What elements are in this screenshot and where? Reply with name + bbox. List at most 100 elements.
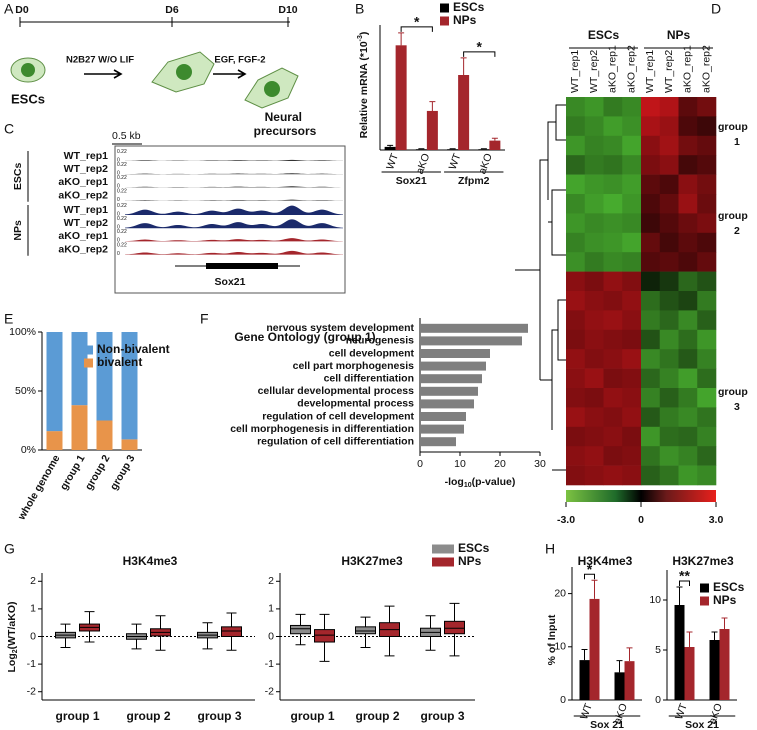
heatmap-cell <box>678 407 698 428</box>
track-max: 0.22 <box>117 216 127 222</box>
heatmap-cell <box>678 174 698 195</box>
column-label: WT_rep1 <box>569 50 581 93</box>
heatmap-cell <box>641 446 661 466</box>
significance-mark: ** <box>679 568 690 584</box>
category-label: cell differentiation <box>324 372 414 384</box>
track-min: 0 <box>117 157 120 163</box>
heatmap-cell <box>566 155 586 175</box>
bar <box>624 661 635 700</box>
heatmap-cell <box>584 135 604 156</box>
heatmap-cell <box>678 155 698 175</box>
heatmap-cell <box>641 349 661 369</box>
legend-label: NPs <box>453 13 477 27</box>
legend-swatch <box>700 596 709 606</box>
heatmap-cell <box>566 135 586 156</box>
axis-label: Relative mRNA (*10-3) <box>357 32 370 139</box>
heatmap-cell <box>678 446 698 466</box>
heatmap-cell <box>622 194 642 214</box>
coverage-track <box>125 205 343 215</box>
heatmap-cell <box>622 388 642 408</box>
scale-label: 0.5 kb <box>112 130 141 142</box>
heatmap-cell <box>641 426 661 447</box>
heatmap-cell <box>697 271 717 292</box>
track-name: aKO_rep2 <box>58 243 108 255</box>
column-label: aKO_rep1 <box>607 45 619 93</box>
bar <box>614 672 625 700</box>
error-bar <box>616 660 623 673</box>
track-max: 0.22 <box>117 203 127 209</box>
significance-bracket <box>679 580 690 586</box>
heatmap-cell <box>678 194 698 214</box>
heatmap-cell <box>584 252 604 272</box>
track-min: 0 <box>117 238 120 244</box>
cell-label: Neural precursors <box>254 110 317 138</box>
column-group-label: NPs <box>667 28 691 42</box>
panel-a: D0 D6 D10 ESCs N2B27 W/O LIF EGF, FGF-2 … <box>10 4 317 138</box>
heatmap-cell <box>566 291 586 311</box>
heatmap-cell <box>584 213 604 234</box>
condition-label: NPs <box>12 220 24 241</box>
x-tick-label: group 1 <box>56 709 100 723</box>
heatmap-cell <box>659 232 679 253</box>
legend-label: ESCs <box>458 541 490 555</box>
track-max: 0.22 <box>117 149 127 155</box>
heatmap-cell <box>622 213 642 234</box>
bar <box>395 45 407 150</box>
y-tick-label: 20 <box>554 587 566 599</box>
heatmap-cell <box>622 135 642 156</box>
column-label: WT_rep2 <box>663 50 675 93</box>
category-label: cell development <box>329 347 415 359</box>
heatmap-cell <box>584 194 604 214</box>
track-min: 0 <box>117 251 120 257</box>
heatmap-cell <box>584 116 604 137</box>
heatmap-cell <box>678 97 698 117</box>
heatmap-cell <box>659 213 679 234</box>
coverage-track <box>125 238 343 242</box>
bar-segment <box>96 420 113 450</box>
heatmap-cell <box>697 155 717 175</box>
error-bar <box>429 101 436 111</box>
bar <box>420 399 474 409</box>
bar <box>426 110 438 150</box>
box <box>221 626 242 638</box>
exon <box>206 263 278 269</box>
error-bar <box>581 648 588 661</box>
heatmap-cell <box>584 155 604 175</box>
heatmap-cell <box>641 155 661 175</box>
category-label: cell morphogenesis in differentiation <box>230 423 414 435</box>
heatmap-cell <box>659 194 679 214</box>
significance-mark: * <box>587 561 593 577</box>
heatmap-cell <box>678 349 698 369</box>
heatmap-cell <box>622 116 642 137</box>
colorbar-tick-label: -3.0 <box>557 514 575 526</box>
heatmap-cell <box>603 310 623 331</box>
group-label: Sox 21 <box>685 719 719 730</box>
heatmap-cell <box>697 252 717 272</box>
heatmap-cell <box>603 291 623 311</box>
heatmap-cell <box>622 349 642 369</box>
bar-segment <box>71 332 88 406</box>
y-tick-label: 0 <box>560 694 566 706</box>
bar-segment <box>121 439 138 450</box>
heatmap-cell <box>566 388 586 408</box>
heatmap-cell <box>697 232 717 253</box>
bar <box>589 598 600 700</box>
legend-label: bivalent <box>97 355 142 369</box>
heatmap-cell <box>584 291 604 311</box>
heatmap-cell <box>584 407 604 428</box>
legend-swatch <box>700 583 709 593</box>
axis-label-part: Relative mRNA (*10 <box>358 41 370 138</box>
heatmap-cell <box>641 252 661 272</box>
bar <box>719 629 730 700</box>
heatmap-cell <box>603 135 623 156</box>
heatmap-cell <box>659 446 679 466</box>
legend-swatch <box>84 345 93 355</box>
bar <box>458 75 470 150</box>
heatmap-cell <box>641 291 661 311</box>
chart-title: Gene Ontology (group 1) <box>234 330 375 344</box>
x-tick-label: 20 <box>494 458 506 470</box>
track-name: aKO_rep2 <box>58 189 108 201</box>
track-min: 0 <box>117 184 120 190</box>
heatmap-cell <box>603 349 623 369</box>
heatmap-cell <box>659 97 679 117</box>
